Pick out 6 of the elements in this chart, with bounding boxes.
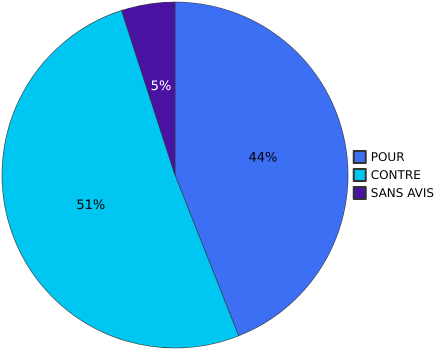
- data-label: 44%: [248, 150, 278, 166]
- legend-label: SANS AVIS: [370, 186, 434, 200]
- data-label: 5%: [150, 79, 172, 94]
- legend-label: POUR: [370, 150, 405, 164]
- data-label: 51%: [76, 198, 106, 213]
- legend-label: CONTRE: [370, 168, 421, 182]
